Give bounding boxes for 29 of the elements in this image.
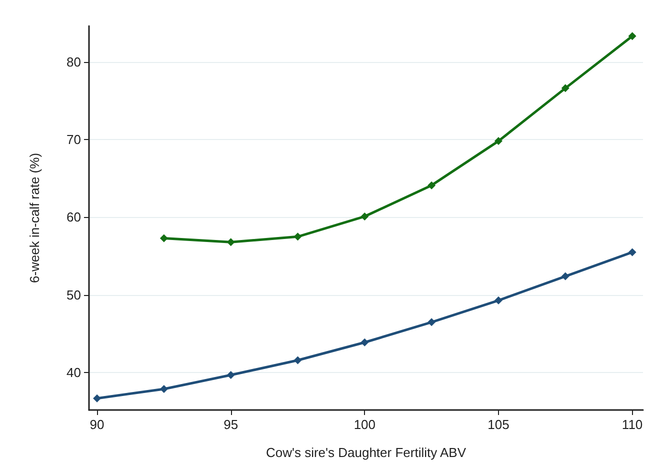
y-tick-label: 70: [66, 132, 81, 147]
point: [294, 356, 302, 364]
y-axis-title: 6-week in-calf rate (%): [27, 152, 42, 284]
y-tick-label: 40: [66, 365, 81, 380]
point: [561, 84, 570, 92]
point: [160, 385, 168, 394]
y-tick-label: 50: [66, 287, 81, 302]
x-axis-title: Cow's sire's Daughter Fertility ABV: [266, 445, 466, 460]
point: [428, 318, 436, 326]
y-tick-label: 80: [66, 54, 81, 70]
point: [93, 394, 102, 402]
point: [226, 371, 235, 380]
point: [294, 232, 302, 241]
x-tick-label: 105: [488, 417, 510, 432]
point: [628, 248, 636, 256]
y-tick-label: 60: [66, 210, 81, 225]
point: [160, 234, 168, 242]
point: [360, 338, 369, 346]
point: [494, 137, 502, 146]
point: [360, 212, 369, 220]
x-tick-label: 95: [224, 417, 238, 432]
x-tick-label: 110: [622, 417, 643, 432]
point: [428, 181, 436, 190]
point: [561, 272, 570, 280]
point: [494, 296, 502, 304]
point: [628, 32, 636, 40]
x-tick-label: 100: [354, 417, 376, 432]
x-tick-label: 90: [90, 417, 104, 432]
point: [226, 238, 235, 246]
